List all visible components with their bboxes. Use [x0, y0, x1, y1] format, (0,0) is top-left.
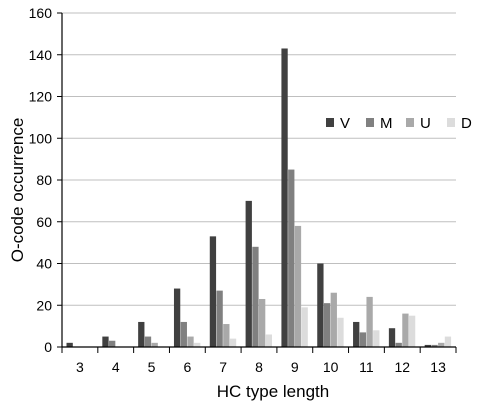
bar-D-13 [444, 336, 452, 347]
x-axis-title: HC type length [217, 382, 329, 401]
y-tick-label: 20 [36, 297, 52, 313]
bar-V-8 [245, 200, 252, 347]
bar-M-8 [252, 246, 259, 347]
bar-D-7 [229, 338, 237, 347]
bar-U-6 [187, 336, 194, 347]
bar-U-5 [151, 342, 158, 347]
bar-M-12 [395, 342, 402, 347]
x-tick-label: 11 [359, 359, 374, 375]
axes: 0 20 40 60 80 100 120 140 160 3 4 5 6 7 8 9 10 11 12 13 [29, 5, 457, 375]
bar-M-6 [180, 321, 187, 347]
x-tick-label: 9 [291, 359, 299, 375]
bar-V-10 [317, 263, 324, 347]
bar-V-7 [209, 236, 217, 347]
bar-M-11 [359, 332, 367, 347]
legend-label-U: U [420, 115, 431, 132]
y-tick-label: 160 [29, 5, 53, 21]
x-tick-label: 12 [394, 359, 410, 375]
x-tick-label: 5 [148, 359, 156, 375]
y-axis-title: O-code occurrence [8, 118, 27, 263]
bar-V-3 [66, 342, 73, 347]
bar-U-13 [438, 342, 445, 347]
grid-lines [62, 12, 456, 306]
legend-swatch-V [326, 118, 334, 127]
bars [66, 48, 452, 348]
bar-U-8 [259, 298, 266, 347]
bar-D-6 [194, 342, 201, 347]
y-tick-label: 60 [36, 214, 52, 230]
bar-V-4 [102, 336, 109, 347]
x-tick-label: 13 [430, 359, 446, 375]
legend-swatch-M [366, 118, 374, 127]
bar-D-11 [373, 330, 380, 347]
bar-U-12 [402, 313, 409, 347]
bar-U-10 [330, 292, 337, 347]
bar-D-8 [265, 334, 272, 347]
legend-swatch-D [447, 118, 455, 127]
bar-V-5 [138, 321, 145, 347]
legend-swatch-U [406, 118, 414, 127]
legend-label-M: M [380, 115, 393, 132]
bar-M-13 [431, 344, 438, 347]
y-tick-label: 0 [44, 339, 52, 355]
bar-M-4 [109, 340, 116, 347]
y-tick-label: 120 [29, 89, 53, 105]
bar-M-9 [288, 169, 295, 347]
x-tick-label: 10 [323, 359, 339, 375]
legend-label-D: D [461, 115, 472, 132]
y-tick-label: 80 [36, 172, 52, 188]
x-tick-label: 4 [112, 359, 120, 375]
bar-M-5 [144, 336, 152, 347]
bar-M-10 [323, 303, 331, 347]
bar-U-9 [294, 225, 302, 347]
y-tick-label: 140 [29, 47, 53, 63]
bar-V-13 [424, 344, 431, 347]
bar-V-12 [388, 328, 396, 347]
bar-U-11 [366, 296, 373, 347]
legend-label-V: V [340, 115, 350, 132]
bar-M-7 [216, 290, 223, 347]
y-tick-label: 100 [29, 130, 53, 146]
x-tick-label: 3 [76, 359, 84, 375]
x-tick-label: 7 [219, 359, 227, 375]
bar-V-6 [173, 288, 181, 347]
y-tick-label: 40 [36, 256, 52, 272]
bar-V-11 [353, 321, 360, 347]
bar-V-9 [281, 48, 288, 348]
x-tick-label: 8 [255, 359, 263, 375]
bar-U-7 [223, 324, 230, 347]
x-tick-label: 6 [183, 359, 191, 375]
bar-D-10 [337, 317, 344, 347]
bar-D-12 [408, 315, 416, 347]
bar-D-9 [301, 307, 308, 347]
